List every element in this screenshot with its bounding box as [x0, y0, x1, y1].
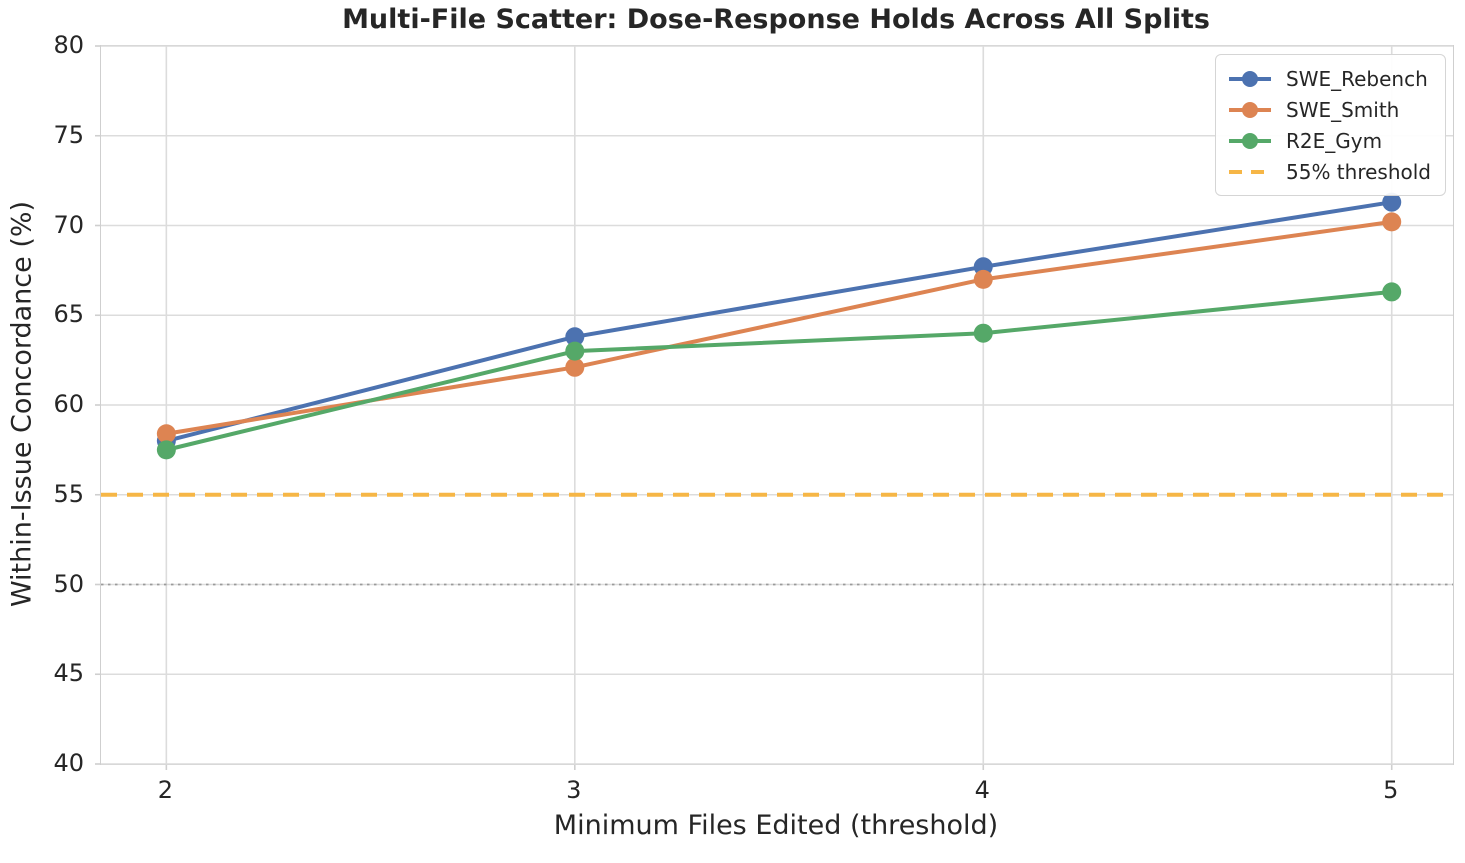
x-tick-label: 4 — [974, 776, 990, 804]
data-point-R2E_Gym — [973, 323, 993, 343]
data-point-SWE_Smith — [156, 424, 176, 444]
data-point-R2E_Gym — [1382, 282, 1402, 302]
data-point-R2E_Gym — [565, 341, 585, 361]
legend-item: SWE_Smith — [1227, 94, 1431, 125]
legend-line-marker-icon — [1229, 70, 1271, 87]
legend-dashed-line-icon — [1229, 169, 1271, 174]
y-tick-label: 55 — [53, 479, 84, 508]
x-tick-label: 2 — [157, 776, 173, 804]
legend-line-marker-icon — [1229, 101, 1271, 118]
series-line-R2E_Gym — [165, 289, 1392, 452]
y-tick-label: 60 — [53, 390, 84, 418]
x-axis-label: Minimum Files Edited (threshold) — [553, 810, 999, 841]
legend-item-label: R2E_Gym — [1286, 128, 1383, 153]
data-point-R2E_Gym — [156, 440, 176, 460]
chart-title: Multi-File Scatter: Dose-Response Holds … — [342, 4, 1210, 35]
x-tick-label: 5 — [1383, 776, 1399, 804]
data-point-SWE_Smith — [1382, 212, 1402, 232]
legend-line-marker-icon — [1229, 132, 1271, 149]
legend-item: SWE_Rebench — [1227, 63, 1431, 94]
series-line-SWE_Smith — [166, 219, 1393, 436]
data-point-SWE_Smith — [565, 357, 585, 377]
legend: SWE_Rebench SWE_Smith R2E_Gym 55% threshold — [1215, 54, 1446, 196]
legend-item-label: SWE_Rebench — [1286, 66, 1428, 91]
y-tick-label: 50 — [53, 569, 84, 598]
legend-item-label: 55% threshold — [1286, 159, 1431, 184]
y-tick-label: 40 — [53, 749, 84, 777]
legend-item: 55% threshold — [1227, 156, 1431, 187]
data-point-SWE_Smith — [973, 269, 993, 289]
data-point-SWE_Rebench — [1382, 192, 1402, 212]
series-line-SWE_Rebench — [165, 200, 1393, 443]
y-tick-label: 45 — [53, 659, 84, 688]
y-tick-label: 80 — [53, 31, 84, 59]
y-tick-label: 70 — [53, 210, 84, 239]
y-tick-label: 65 — [53, 300, 84, 329]
data-point-SWE_Rebench — [565, 327, 585, 347]
x-tick-label: 3 — [566, 776, 582, 804]
chart-canvas — [95, 45, 1453, 770]
legend-item: R2E_Gym — [1227, 125, 1431, 156]
plot-area: SWE_Rebench SWE_Smith R2E_Gym 55% threshold — [95, 45, 1454, 770]
y-tick-label: 75 — [53, 120, 84, 149]
legend-item-label: SWE_Smith — [1286, 97, 1400, 122]
